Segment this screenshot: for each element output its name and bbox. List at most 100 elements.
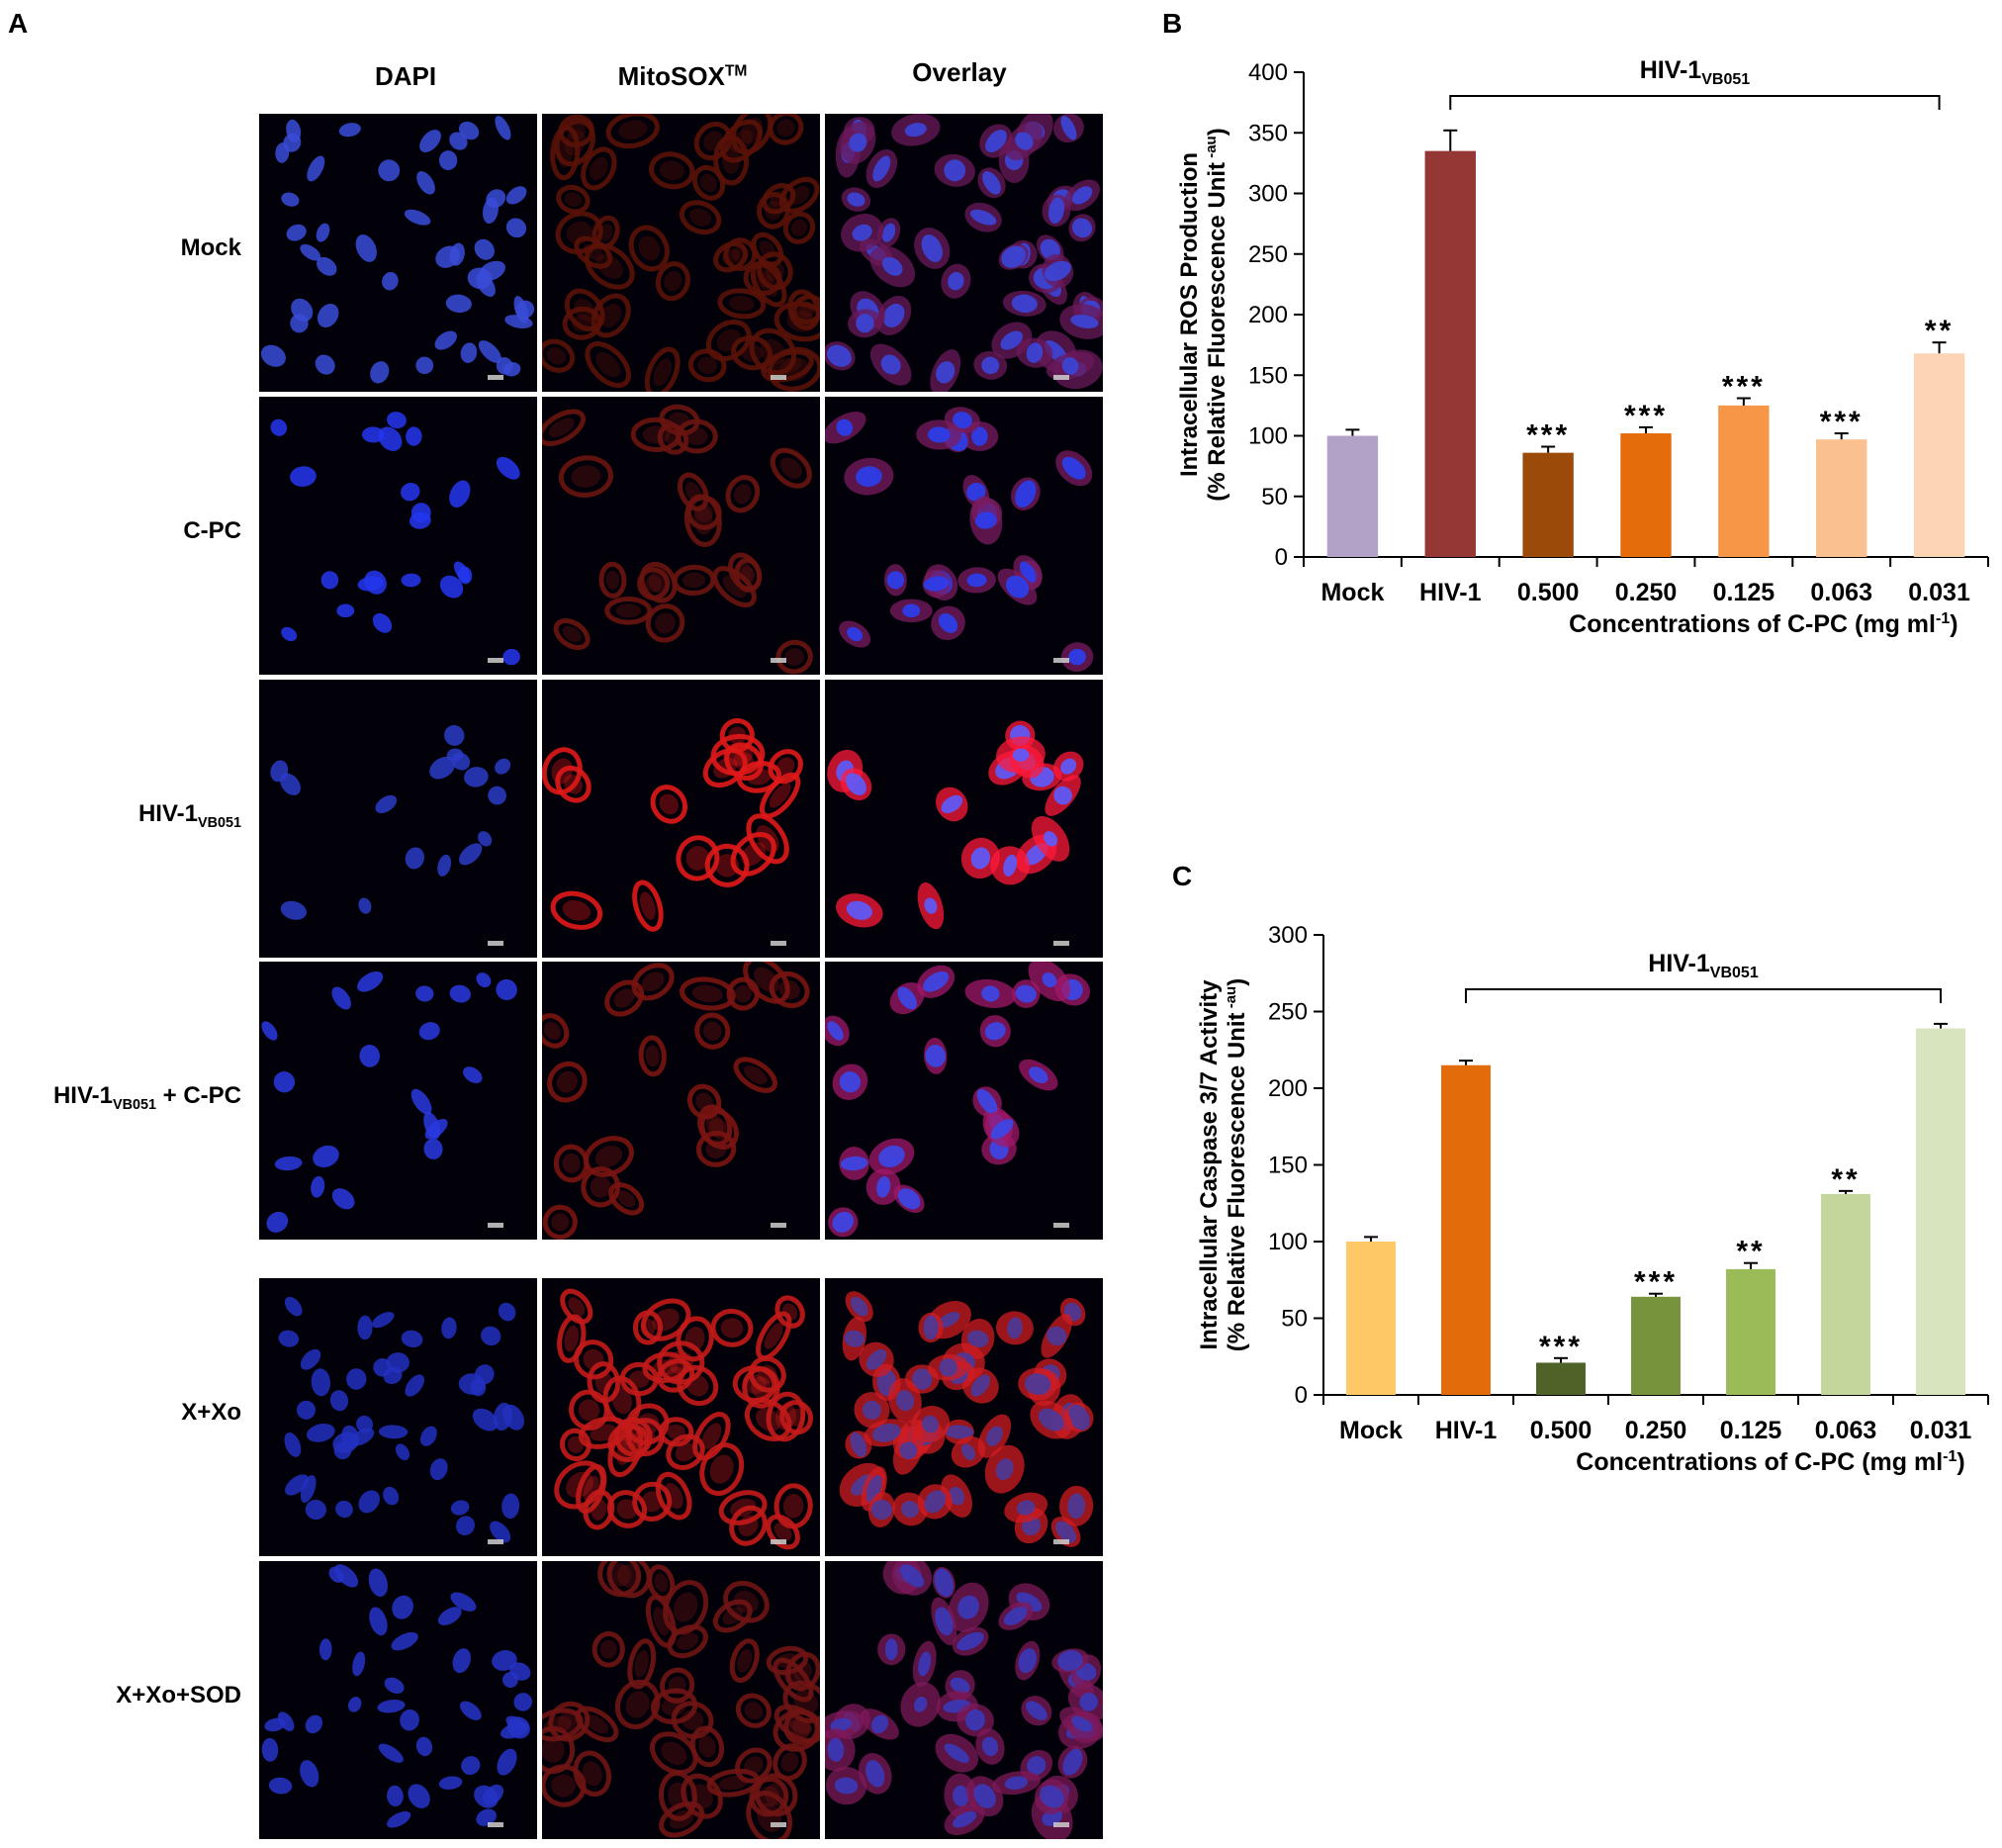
y-tick-label: 350 [1248, 120, 1288, 146]
scale-bar [1053, 1539, 1069, 1544]
column-header-overlay: Overlay [912, 57, 1007, 87]
scale-bar [771, 941, 786, 946]
category-label: 0.250 [1615, 579, 1678, 606]
micrograph-mitosox-5 [542, 1561, 820, 1839]
scale-bar [771, 375, 786, 380]
category-label: HIV-1 [1435, 1417, 1498, 1444]
y-tick-label: 200 [1268, 1075, 1308, 1102]
category-label: Mock [1339, 1417, 1403, 1444]
bracket-label: HIV-1VB051 [1640, 56, 1751, 88]
micrograph-overlay-5 [825, 1561, 1103, 1839]
y-tick-label: 250 [1268, 999, 1308, 1026]
bar-4 [1726, 1268, 1775, 1395]
significance-mark: *** [1820, 406, 1864, 438]
scale-bar [488, 1822, 503, 1827]
micrograph-overlay-3 [825, 962, 1103, 1240]
significance-mark: *** [1539, 1331, 1583, 1363]
significance-mark: *** [1526, 419, 1570, 452]
micrograph-dapi-1 [259, 397, 537, 675]
category-label: 0.125 [1720, 1417, 1782, 1444]
significance-mark: ** [1831, 1163, 1860, 1196]
scale-bar [771, 1539, 786, 1544]
micrograph-mitosox-3 [542, 962, 820, 1240]
x-axis-title: Concentrations of C-PC (mg ml-1) [1576, 1448, 1964, 1476]
scale-bar [1053, 1223, 1069, 1228]
panel-b-letter: B [1162, 8, 1183, 39]
y-tick-label: 0 [1275, 544, 1288, 571]
row-label-0: Mock [180, 234, 241, 261]
bar-6 [1913, 353, 1965, 557]
bracket-label: HIV-1VB051 [1648, 950, 1759, 981]
scale-bar [488, 658, 503, 663]
comparison-bracket [1449, 95, 1941, 110]
micrograph-overlay-4 [825, 1278, 1103, 1556]
micrograph-overlay-2 [825, 680, 1103, 958]
y-tick-label: 300 [1248, 181, 1288, 208]
category-label: 0.500 [1530, 1417, 1592, 1444]
y-axis-title-line1: Intracellular Caspase 3/7 Activity [1196, 979, 1223, 1350]
row-label-4: X+Xo [181, 1399, 241, 1426]
category-label: 0.031 [1908, 579, 1970, 606]
caspase-bar-chart: 0 50 100 150 200 250 300 Mock HIV-1 *** 0.500 *** 0.… [1196, 922, 1989, 1476]
row-label-5: X+Xo+SOD [116, 1682, 241, 1709]
category-label: HIV-1 [1419, 579, 1482, 606]
scale-bar [488, 1539, 503, 1544]
scale-bar [1053, 375, 1069, 380]
y-tick-label: 100 [1248, 423, 1288, 450]
micrograph-mitosox-0 [542, 114, 820, 392]
bar-2 [1522, 452, 1574, 557]
y-tick-label: 250 [1248, 241, 1288, 268]
micrograph-mitosox-1 [542, 397, 820, 675]
y-tick-label: 150 [1248, 362, 1288, 389]
bar-1 [1424, 150, 1476, 557]
scale-bar [771, 1223, 786, 1228]
scale-bar [488, 941, 503, 946]
bar-0 [1346, 1242, 1396, 1395]
bar-3 [1631, 1296, 1681, 1395]
micrograph-overlay-1 [825, 397, 1103, 675]
category-label: 0.500 [1517, 579, 1580, 606]
y-axis-title-line2: (% Relative Fluorescence Unit -au) [1203, 128, 1230, 501]
scale-bar [1053, 1822, 1069, 1827]
bar-6 [1916, 1028, 1965, 1395]
micrograph-overlay-0 [825, 114, 1103, 392]
y-axis-title-line2: (% Relative Fluorescence Unit -au) [1223, 978, 1250, 1351]
column-header-dapi: DAPI [374, 61, 437, 91]
category-label: 0.250 [1625, 1417, 1687, 1444]
significance-mark: ** [1925, 315, 1954, 347]
y-tick-label: 0 [1295, 1382, 1308, 1409]
scale-bar [1053, 941, 1069, 946]
micrograph-mitosox-2 [542, 680, 820, 958]
micrograph-mitosox-4 [542, 1278, 820, 1556]
scale-bar [771, 658, 786, 663]
y-axis-title-line1: Intracellular ROS Production [1176, 152, 1203, 477]
category-label: 0.125 [1713, 579, 1775, 606]
bar-3 [1620, 433, 1672, 557]
column-header-mitosox: MitoSOXTM [617, 61, 748, 91]
y-tick-label: 50 [1281, 1306, 1308, 1333]
significance-mark: *** [1722, 371, 1766, 404]
bar-1 [1441, 1064, 1491, 1395]
row-label-3: HIV-1VB051 + C-PC [52, 1082, 241, 1113]
y-tick-label: 400 [1248, 59, 1288, 86]
significance-mark: ** [1736, 1236, 1765, 1268]
category-label: 0.063 [1810, 579, 1872, 606]
bar-2 [1536, 1362, 1586, 1395]
y-tick-label: 300 [1268, 922, 1308, 949]
bar-5 [1816, 439, 1867, 557]
significance-mark: *** [1624, 400, 1668, 432]
micrograph-dapi-5 [259, 1561, 537, 1839]
bar-4 [1718, 405, 1770, 557]
micrograph-dapi-2 [259, 680, 537, 958]
scale-bar [488, 375, 503, 380]
row-label-2: HIV-1VB051 [137, 800, 241, 831]
y-tick-label: 200 [1248, 302, 1288, 328]
y-tick-label: 100 [1268, 1229, 1308, 1255]
category-label: Mock [1320, 579, 1384, 606]
y-tick-label: 150 [1268, 1153, 1308, 1179]
significance-mark: *** [1634, 1266, 1678, 1299]
y-tick-label: 50 [1261, 484, 1288, 510]
category-label: 0.031 [1910, 1417, 1972, 1444]
ros-bar-chart: 0 50 100 150 200 250 300 350 400 Mock HIV-1 *** 0.50… [1176, 56, 1989, 638]
bar-0 [1326, 435, 1379, 557]
